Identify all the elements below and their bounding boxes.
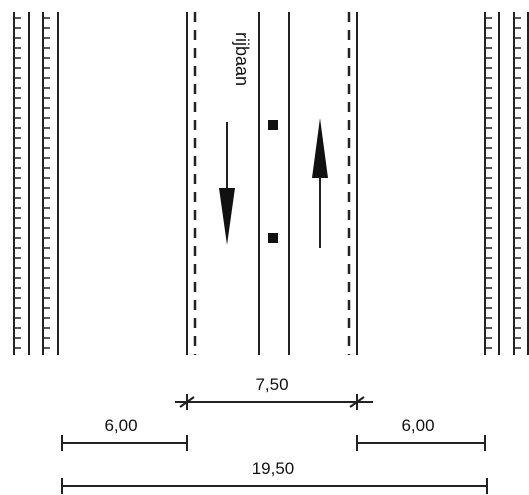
- right-side-width-dimension: 6,00: [356, 416, 486, 451]
- left-side-width-dimension: 6,00: [61, 416, 188, 451]
- median: [258, 12, 290, 355]
- left-side-width-label: 6,00: [104, 416, 137, 435]
- total-width-label: 19,50: [252, 459, 295, 478]
- road-width-label: 7,50: [255, 375, 288, 394]
- right-side-width-label: 6,00: [401, 416, 434, 435]
- road-width-dimension: 7,50: [175, 375, 373, 410]
- arrow-up-icon: [312, 118, 328, 248]
- right-building-facade: [484, 12, 529, 355]
- median-post-bottom: [268, 233, 278, 243]
- arrow-down-icon: [219, 122, 235, 245]
- lane-label: rijbaan: [232, 32, 252, 86]
- median-post-top: [268, 120, 278, 130]
- road-edges: [186, 12, 358, 355]
- total-width-dimension: 19,50: [61, 459, 488, 494]
- left-building-facade: [13, 12, 59, 355]
